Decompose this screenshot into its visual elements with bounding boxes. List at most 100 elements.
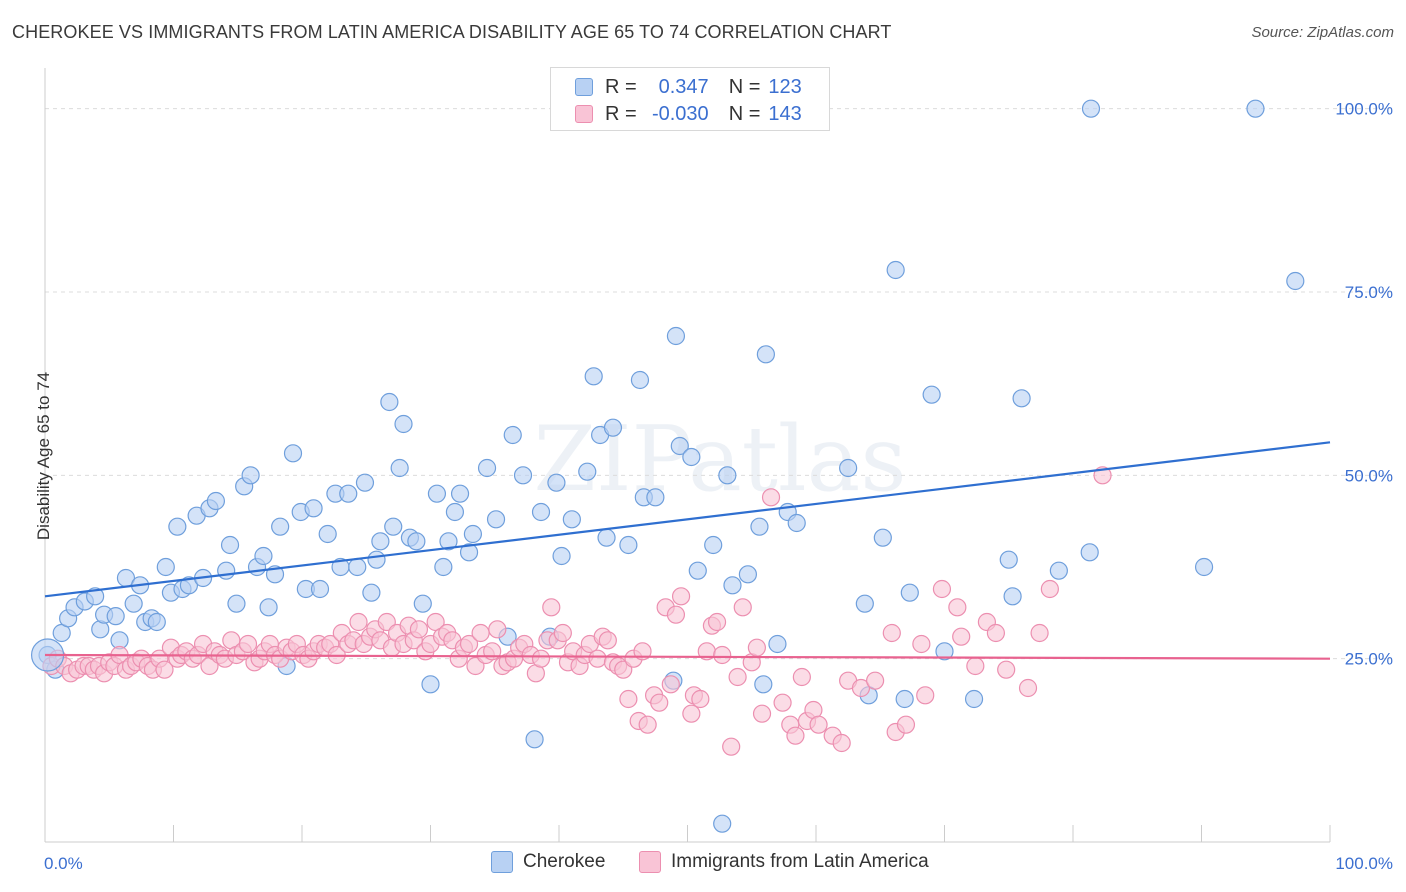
latin-america-point — [916, 686, 935, 705]
latin-america-point — [661, 675, 680, 694]
latin-america-point — [682, 704, 701, 723]
cherokee-point — [768, 634, 787, 654]
cherokee-point — [421, 675, 440, 694]
cherokee-point — [394, 414, 413, 434]
cherokee-point — [304, 499, 323, 518]
cherokee-point — [206, 491, 226, 511]
source-note: Source: ZipAtlas.com — [1251, 24, 1394, 41]
latin-america-point — [155, 660, 174, 679]
cherokee-point — [750, 517, 769, 536]
cherokee-point — [1081, 99, 1101, 118]
cherokee-point — [124, 594, 143, 613]
cherokee-point — [999, 550, 1018, 569]
cherokee-point — [168, 517, 187, 536]
latin-america-point — [349, 612, 368, 632]
latin-america-point — [948, 598, 967, 617]
cherokee-point — [718, 466, 737, 485]
y-tick-label: 50.0% — [1345, 466, 1393, 485]
latin-america-point — [238, 634, 258, 654]
cherokee-point — [525, 730, 544, 749]
cherokee-point — [1003, 587, 1022, 606]
cherokee-point — [310, 579, 330, 599]
cherokee-point — [688, 561, 707, 580]
latin-america-point — [896, 715, 916, 734]
bottom-legend-swatch-latin-america — [639, 851, 661, 873]
cherokee-point — [439, 532, 458, 551]
cherokee-point — [486, 510, 506, 529]
cherokee-point — [603, 418, 623, 437]
cherokee-point — [964, 689, 984, 709]
watermark: ZIPatlas — [533, 407, 906, 512]
cherokee-point — [584, 367, 603, 386]
legend-r-value-cherokee: 0.347 — [658, 75, 709, 98]
legend-n-label: N = — [728, 75, 761, 98]
latin-america-point — [786, 726, 805, 745]
latin-america-point — [691, 689, 710, 709]
legend-n-label: N = — [728, 102, 761, 125]
latin-america-point — [832, 733, 851, 753]
legend-r-label: R = — [605, 75, 637, 98]
cherokee-point — [738, 565, 757, 584]
cherokee-point — [855, 594, 874, 613]
latin-america-point — [733, 598, 752, 617]
cherokee-point — [630, 370, 650, 390]
cherokee-point — [271, 517, 290, 536]
cherokee-point — [384, 517, 403, 536]
latin-america-point — [752, 704, 772, 723]
latin-america-point — [747, 638, 766, 657]
x-tick-label-max: 100.0% — [1335, 854, 1393, 873]
cherokee-point — [839, 458, 858, 478]
latin-america-point — [633, 642, 652, 661]
legend-row-latin-america: R = -0.030 N = 143 — [575, 101, 802, 127]
latin-america-point — [866, 671, 885, 690]
latin-america-point — [761, 488, 781, 507]
cherokee-point — [459, 543, 479, 562]
cherokee-point — [318, 524, 337, 544]
cherokee-point — [531, 502, 551, 522]
cherokee-point — [106, 607, 125, 626]
cherokee-point — [434, 557, 453, 577]
cherokee-point — [886, 260, 905, 280]
latin-america-point — [773, 693, 792, 712]
latin-america-point — [471, 623, 490, 643]
legend-swatch-latin-america — [575, 105, 593, 123]
bottom-legend-cherokee: Cherokee — [491, 851, 605, 873]
cherokee-point — [578, 462, 597, 481]
cherokee-point — [1012, 389, 1031, 408]
cherokee-point — [666, 326, 686, 346]
latin-america-point — [671, 587, 691, 606]
latin-america-point — [1040, 579, 1059, 599]
latin-america-point — [809, 715, 828, 734]
latin-america-point — [542, 598, 561, 617]
cherokee-point — [619, 535, 638, 555]
cherokee-point — [547, 473, 566, 492]
cherokee-point — [756, 345, 775, 364]
latin-america-point — [851, 678, 871, 698]
cherokee-point — [670, 436, 689, 456]
latin-america-point — [619, 689, 638, 709]
latin-america-point — [638, 715, 657, 734]
cherokee-point — [283, 444, 303, 463]
cherokee-point — [922, 385, 941, 404]
latin-america-point — [912, 634, 931, 654]
cherokee-point — [367, 550, 386, 569]
cherokee-point — [254, 546, 273, 566]
latin-america-point — [459, 634, 479, 654]
cherokee-point — [220, 535, 240, 555]
latin-america-point — [598, 631, 617, 650]
cherokee-point — [682, 447, 701, 467]
cherokee-point — [900, 583, 919, 602]
latin-america-point — [722, 737, 741, 756]
cherokee-point — [259, 598, 278, 617]
cherokee-point — [179, 576, 199, 595]
cherokee-point — [704, 535, 723, 555]
cherokee-point — [646, 488, 665, 507]
cherokee-point — [1049, 561, 1068, 580]
cherokee-point — [1286, 271, 1305, 291]
latin-america-point — [986, 623, 1006, 643]
legend-row-cherokee: R = 0.347 N = 123 — [575, 74, 802, 100]
latin-america-point — [952, 627, 971, 646]
latin-america-point — [792, 667, 811, 687]
legend-r-label: R = — [605, 102, 637, 125]
cherokee-point — [713, 814, 732, 833]
